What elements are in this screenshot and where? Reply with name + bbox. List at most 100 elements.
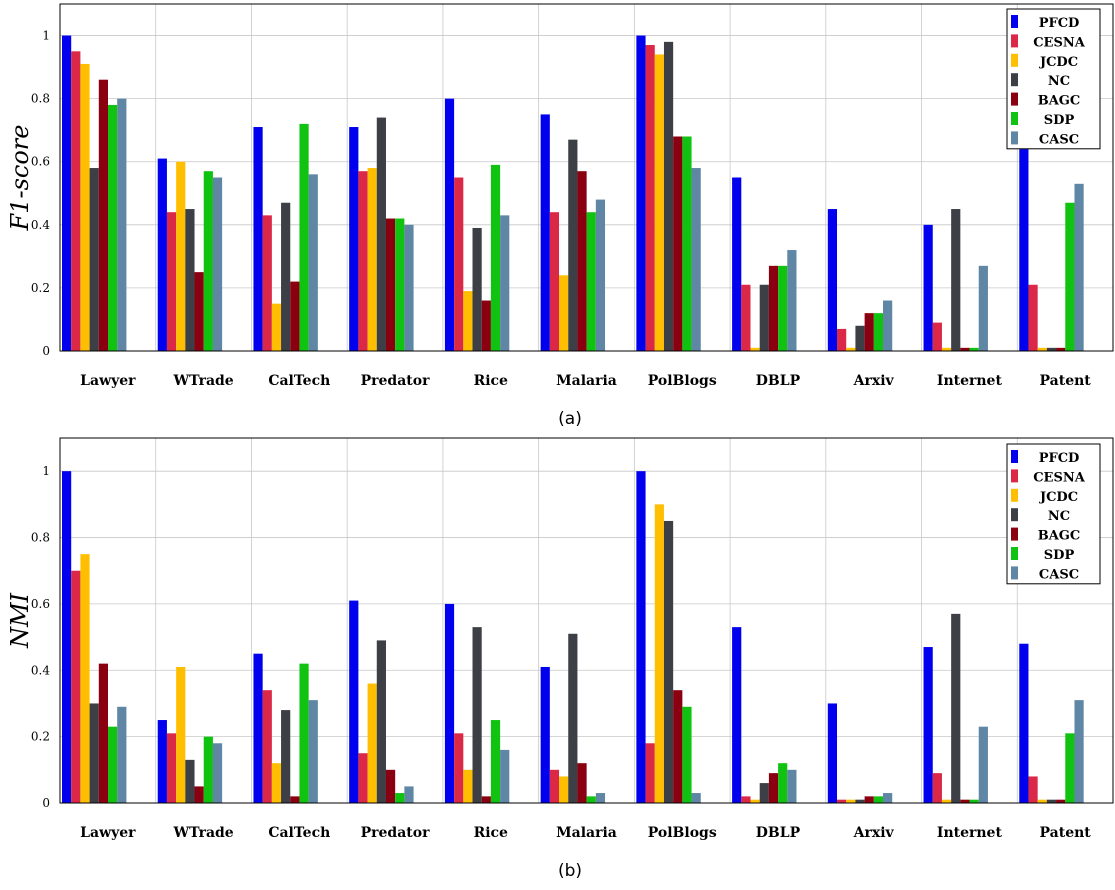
bar-jcdc-wtrade [176,666,186,803]
x-category-label: Malaria [556,373,617,389]
bar-bagc-malaria [577,171,587,351]
legend-label: SDP [1044,548,1075,563]
bar-casc-rice [500,749,510,803]
legend-label: PFCD [1039,451,1080,466]
plot-frame [59,437,1114,804]
x-category-label: CalTech [268,825,330,841]
legend-swatch [1011,488,1018,502]
bar-pfcd-wtrade [157,158,167,351]
bar-jcdc-rice [463,769,473,803]
bar-pfcd-caltech [253,653,263,803]
bar-jcdc-polblogs [654,504,664,803]
bar-cesna-predator [358,171,368,351]
bar-nc-malaria [568,139,578,351]
bar-nc-lawyer [89,168,99,351]
bar-pfcd-patent [1019,643,1029,803]
x-category-label: DBLP [756,825,801,841]
panel-caption: (b) [558,861,582,881]
bar-casc-wtrade [212,177,223,351]
bar-sdp-arxiv [873,313,884,351]
bar-bagc-wtrade [194,786,204,803]
legend-label: CESNA [1033,35,1086,50]
bar-bagc-dblp [768,773,779,803]
bar-jcdc-patent [1037,799,1047,803]
legend-label: CASC [1039,132,1079,147]
y-tick-label: 0 [42,344,50,358]
y-axis-label: NMI [6,592,34,649]
bar-cesna-wtrade [166,212,177,351]
bar-cesna-internet [932,773,942,803]
bar-sdp-dblp [778,763,788,803]
bar-jcdc-lawyer [80,63,90,351]
bar-pfcd-internet [923,647,933,803]
bar-bagc-polblogs [673,690,683,803]
bar-nc-polblogs [663,520,674,803]
x-category-label: WTrade [172,825,233,841]
legend-swatch [1011,508,1018,522]
bar-sdp-internet [969,799,979,803]
chart-panel-a: 0 0.2 0.4 0.6 0.8 1 Lawyer WTrade CalTech Predato… [6,3,1114,429]
y-tick-label: 0 [42,796,50,810]
bar-cesna-internet [932,322,942,351]
bar-casc-dblp [787,769,797,803]
bar-cesna-wtrade [166,733,177,803]
legend-label: SDP [1044,113,1075,128]
y-tick-label: 0.4 [31,218,50,232]
bar-cesna-polblogs [645,743,655,803]
legend-label: CESNA [1033,470,1086,485]
bar-nc-patent [1046,799,1057,803]
bar-casc-malaria [595,199,606,351]
bar-pfcd-predator [349,600,359,803]
bar-bagc-dblp [768,265,779,351]
bar-bagc-polblogs [673,136,683,351]
bar-bagc-caltech [290,796,300,803]
bar-nc-dblp [759,284,769,351]
bar-bagc-predator [385,769,396,803]
legend-box [1006,443,1101,585]
bar-bagc-internet [960,347,970,351]
bar-bagc-arxiv [864,796,874,803]
plot-frame [59,3,1114,352]
panel-caption: (a) [558,409,582,429]
bar-casc-patent [1074,183,1084,351]
bar-jcdc-internet [941,347,952,351]
legend-swatch [1011,131,1018,145]
bar-nc-predator [376,640,386,803]
bar-casc-arxiv [883,793,893,803]
x-category-label: Patent [1040,373,1092,389]
x-category-label: Internet [937,373,1003,389]
chart-panel-b: 0 0.2 0.4 0.6 0.8 1 Lawyer WTrade CalTech Predato… [6,437,1114,881]
bar-cesna-caltech [262,690,272,803]
bar-cesna-rice [454,177,464,351]
bar-pfcd-lawyer [62,35,72,351]
y-tick-label: 0.4 [31,663,50,677]
x-category-label: Lawyer [80,373,136,389]
x-category-label: Lawyer [80,825,136,841]
bar-bagc-malaria [577,763,587,803]
legend: PFCD CESNA JCDC NC BAGC SDP CASC [1006,8,1101,150]
bar-pfcd-arxiv [827,703,838,803]
bar-casc-polblogs [691,168,701,351]
bar-bagc-patent [1056,799,1066,803]
x-category-label: PolBlogs [648,373,717,389]
bar-cesna-arxiv [837,328,847,351]
bar-jcdc-predator [367,683,377,803]
bar-sdp-malaria [586,796,596,803]
x-category-label: Rice [474,373,508,389]
bar-pfcd-wtrade [157,720,167,803]
bar-jcdc-dblp [750,347,760,351]
bar-jcdc-internet [941,799,952,803]
bar-casc-caltech [308,174,318,351]
bar-cesna-lawyer [71,570,81,803]
legend-swatch [1011,547,1018,560]
bar-pfcd-rice [444,603,455,803]
legend-label: PFCD [1039,16,1080,31]
bar-nc-caltech [281,710,291,803]
legend-swatch [1011,73,1018,87]
bar-pfcd-predator [349,127,359,351]
bar-cesna-polblogs [645,45,655,351]
legend: PFCD CESNA JCDC NC BAGC SDP CASC [1006,443,1101,585]
legend-box [1006,8,1101,150]
bar-nc-wtrade [185,209,195,351]
y-tick-label: 1 [42,29,50,43]
